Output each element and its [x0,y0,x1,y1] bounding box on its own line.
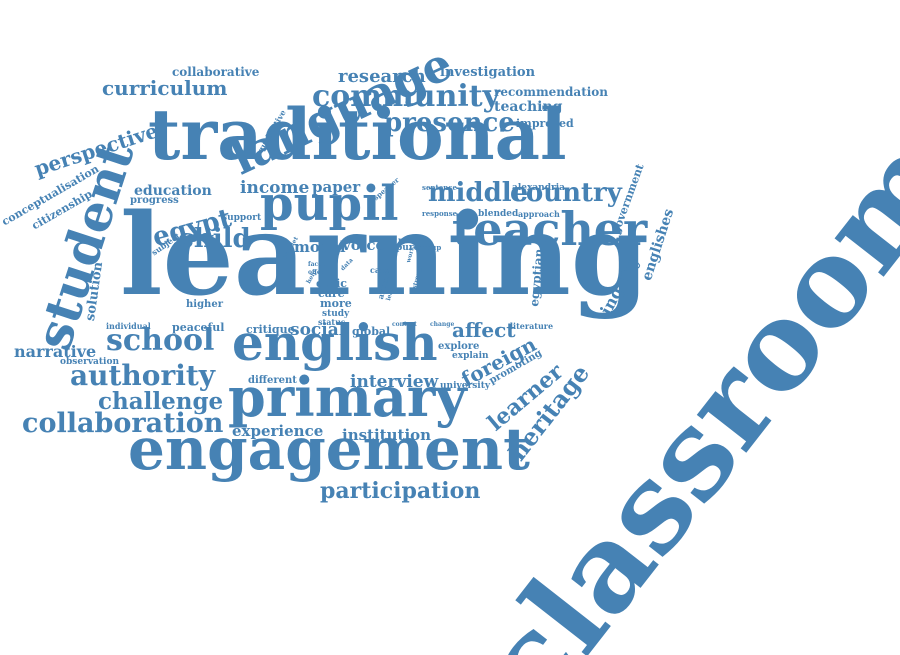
word-voice: voice [342,236,386,254]
word-collaborative: collaborative [172,65,260,79]
word-primary: primary [228,365,467,429]
word-peaceful: peaceful [172,321,225,334]
word-approach: approach [518,209,560,219]
word-observation: observation [60,357,120,367]
word-model: model [294,238,346,256]
word-presence: presence [384,108,515,138]
word-make: make [398,235,423,245]
word-middle: middle [428,178,529,208]
word-more: more [320,297,352,310]
word-study: study [322,309,350,319]
word-curriculum: curriculum [102,76,228,100]
word-sentence: sentence [422,183,457,192]
word-ethic: ethic [316,277,347,290]
word-english: english [232,313,438,372]
word-teacher: teacher [452,202,648,256]
word-experience: experience [232,422,324,440]
word-institution: institution [342,426,432,444]
word-individual: individual [106,321,151,331]
word-narrative: narrative [14,342,97,361]
word-teaching: teaching [494,99,563,115]
word-investigation: investigation [440,65,536,80]
word-response: response [422,209,458,218]
word-collaboration: collaboration [22,408,224,439]
word-improved: improved [516,117,574,130]
word-affect: affect [452,318,516,342]
word-education: education [134,183,212,199]
word-explain: explain [452,351,489,361]
word-higher: higher [186,299,223,310]
word-learning: learning [120,190,650,321]
word-alexandria: alexandria [512,183,566,193]
word-research: research [338,66,426,87]
word-pure: pure [396,243,420,253]
word-progress: progress [130,195,179,206]
word-school: school [106,323,215,358]
word-group: group [418,243,442,252]
word-authority: authority [70,359,216,392]
word-different: different [248,375,297,386]
word-community: community [312,79,501,114]
word-engagement: engagement [128,415,530,483]
word-interview: interview [350,372,439,392]
word-change: change [430,321,455,328]
word-support: support [222,213,262,223]
word-case: case [370,265,390,275]
word-blended: blended [478,209,519,219]
word-challenge: challenge [98,388,224,415]
word-paper: paper [312,178,361,196]
word-recommendation: recommendation [494,85,609,99]
word-social: social [290,320,346,340]
word-global: global [352,325,391,338]
word-critique: critique [246,323,295,336]
word-literature: literature [510,321,554,331]
word-child: child [178,224,251,254]
word-university: university [440,381,491,391]
word-country: country [510,178,622,208]
word-traditional: traditional [148,93,567,176]
word-status: status [318,317,346,327]
word-care: care [318,287,345,300]
word-facet: facet [308,261,325,268]
word-income: income [240,178,310,198]
word-pupil: pupil [260,176,399,232]
word-context: context [392,321,417,328]
word-participation: participation [320,478,481,504]
word-explore: explore [438,341,480,352]
word-offer: offer [308,269,324,276]
